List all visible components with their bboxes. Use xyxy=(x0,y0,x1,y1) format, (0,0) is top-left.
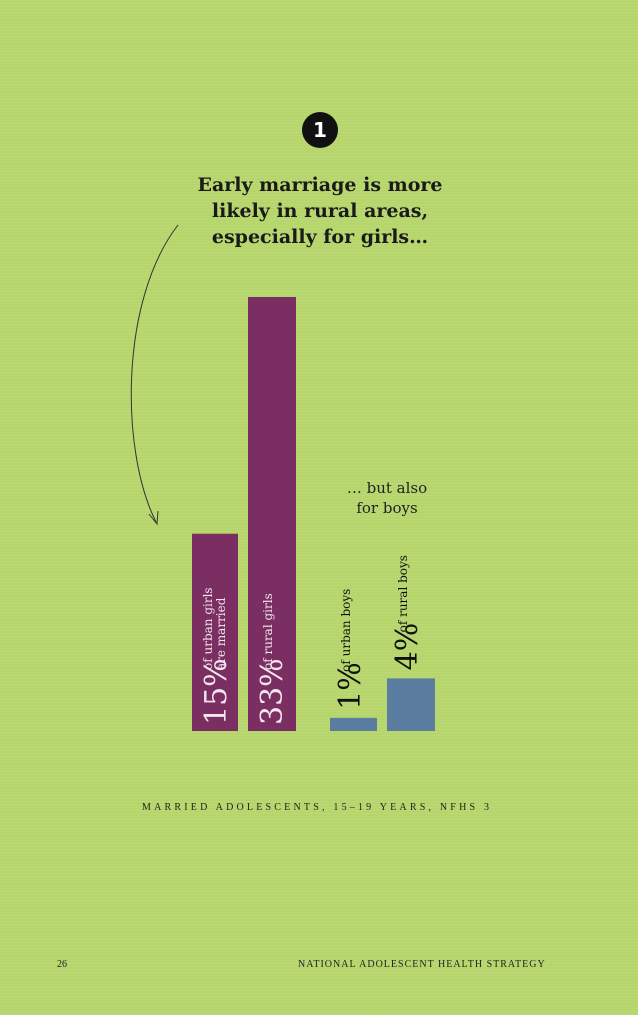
bar-description-label: of rural girls xyxy=(261,593,275,670)
page-number: 26 xyxy=(57,959,67,970)
source-caption: MARRIED ADOLESCENTS, 15–19 YEARS, NFHS 3 xyxy=(142,802,493,813)
step-number-badge: 1 xyxy=(302,112,338,148)
running-footer: NATIONAL ADOLESCENT HEALTH STRATEGY xyxy=(298,959,546,970)
bar-description-label: of urban boys xyxy=(339,589,353,672)
bar-value-label: 1% xyxy=(333,662,368,710)
arrow-head xyxy=(148,510,159,526)
boys-annotation: … but also for boys xyxy=(346,479,428,517)
arrow-icon xyxy=(130,224,179,523)
bar-label: 1%of urban boys xyxy=(333,589,368,710)
bar-description-label: of rural boys xyxy=(396,555,410,632)
bar-description-label: of urban girls xyxy=(201,587,215,670)
bar-value-label: 4% xyxy=(390,623,425,671)
chart-title: Early marriage is more likely in rural a… xyxy=(197,174,443,248)
bar-label: 15%of urban girls are married xyxy=(199,587,234,725)
bar-rural-girls xyxy=(248,297,296,731)
bar-label: 33%of rural girls xyxy=(255,593,290,725)
bar-label: 4%of rural boys xyxy=(390,555,425,670)
bar-value-label: 15% xyxy=(199,658,234,725)
bar-urban-boys xyxy=(330,717,377,731)
bar-description-label: are married xyxy=(214,597,228,670)
bar-value-label: 33% xyxy=(255,658,290,725)
bar-urban-girls xyxy=(192,533,238,731)
bar-rural-boys xyxy=(387,678,435,731)
